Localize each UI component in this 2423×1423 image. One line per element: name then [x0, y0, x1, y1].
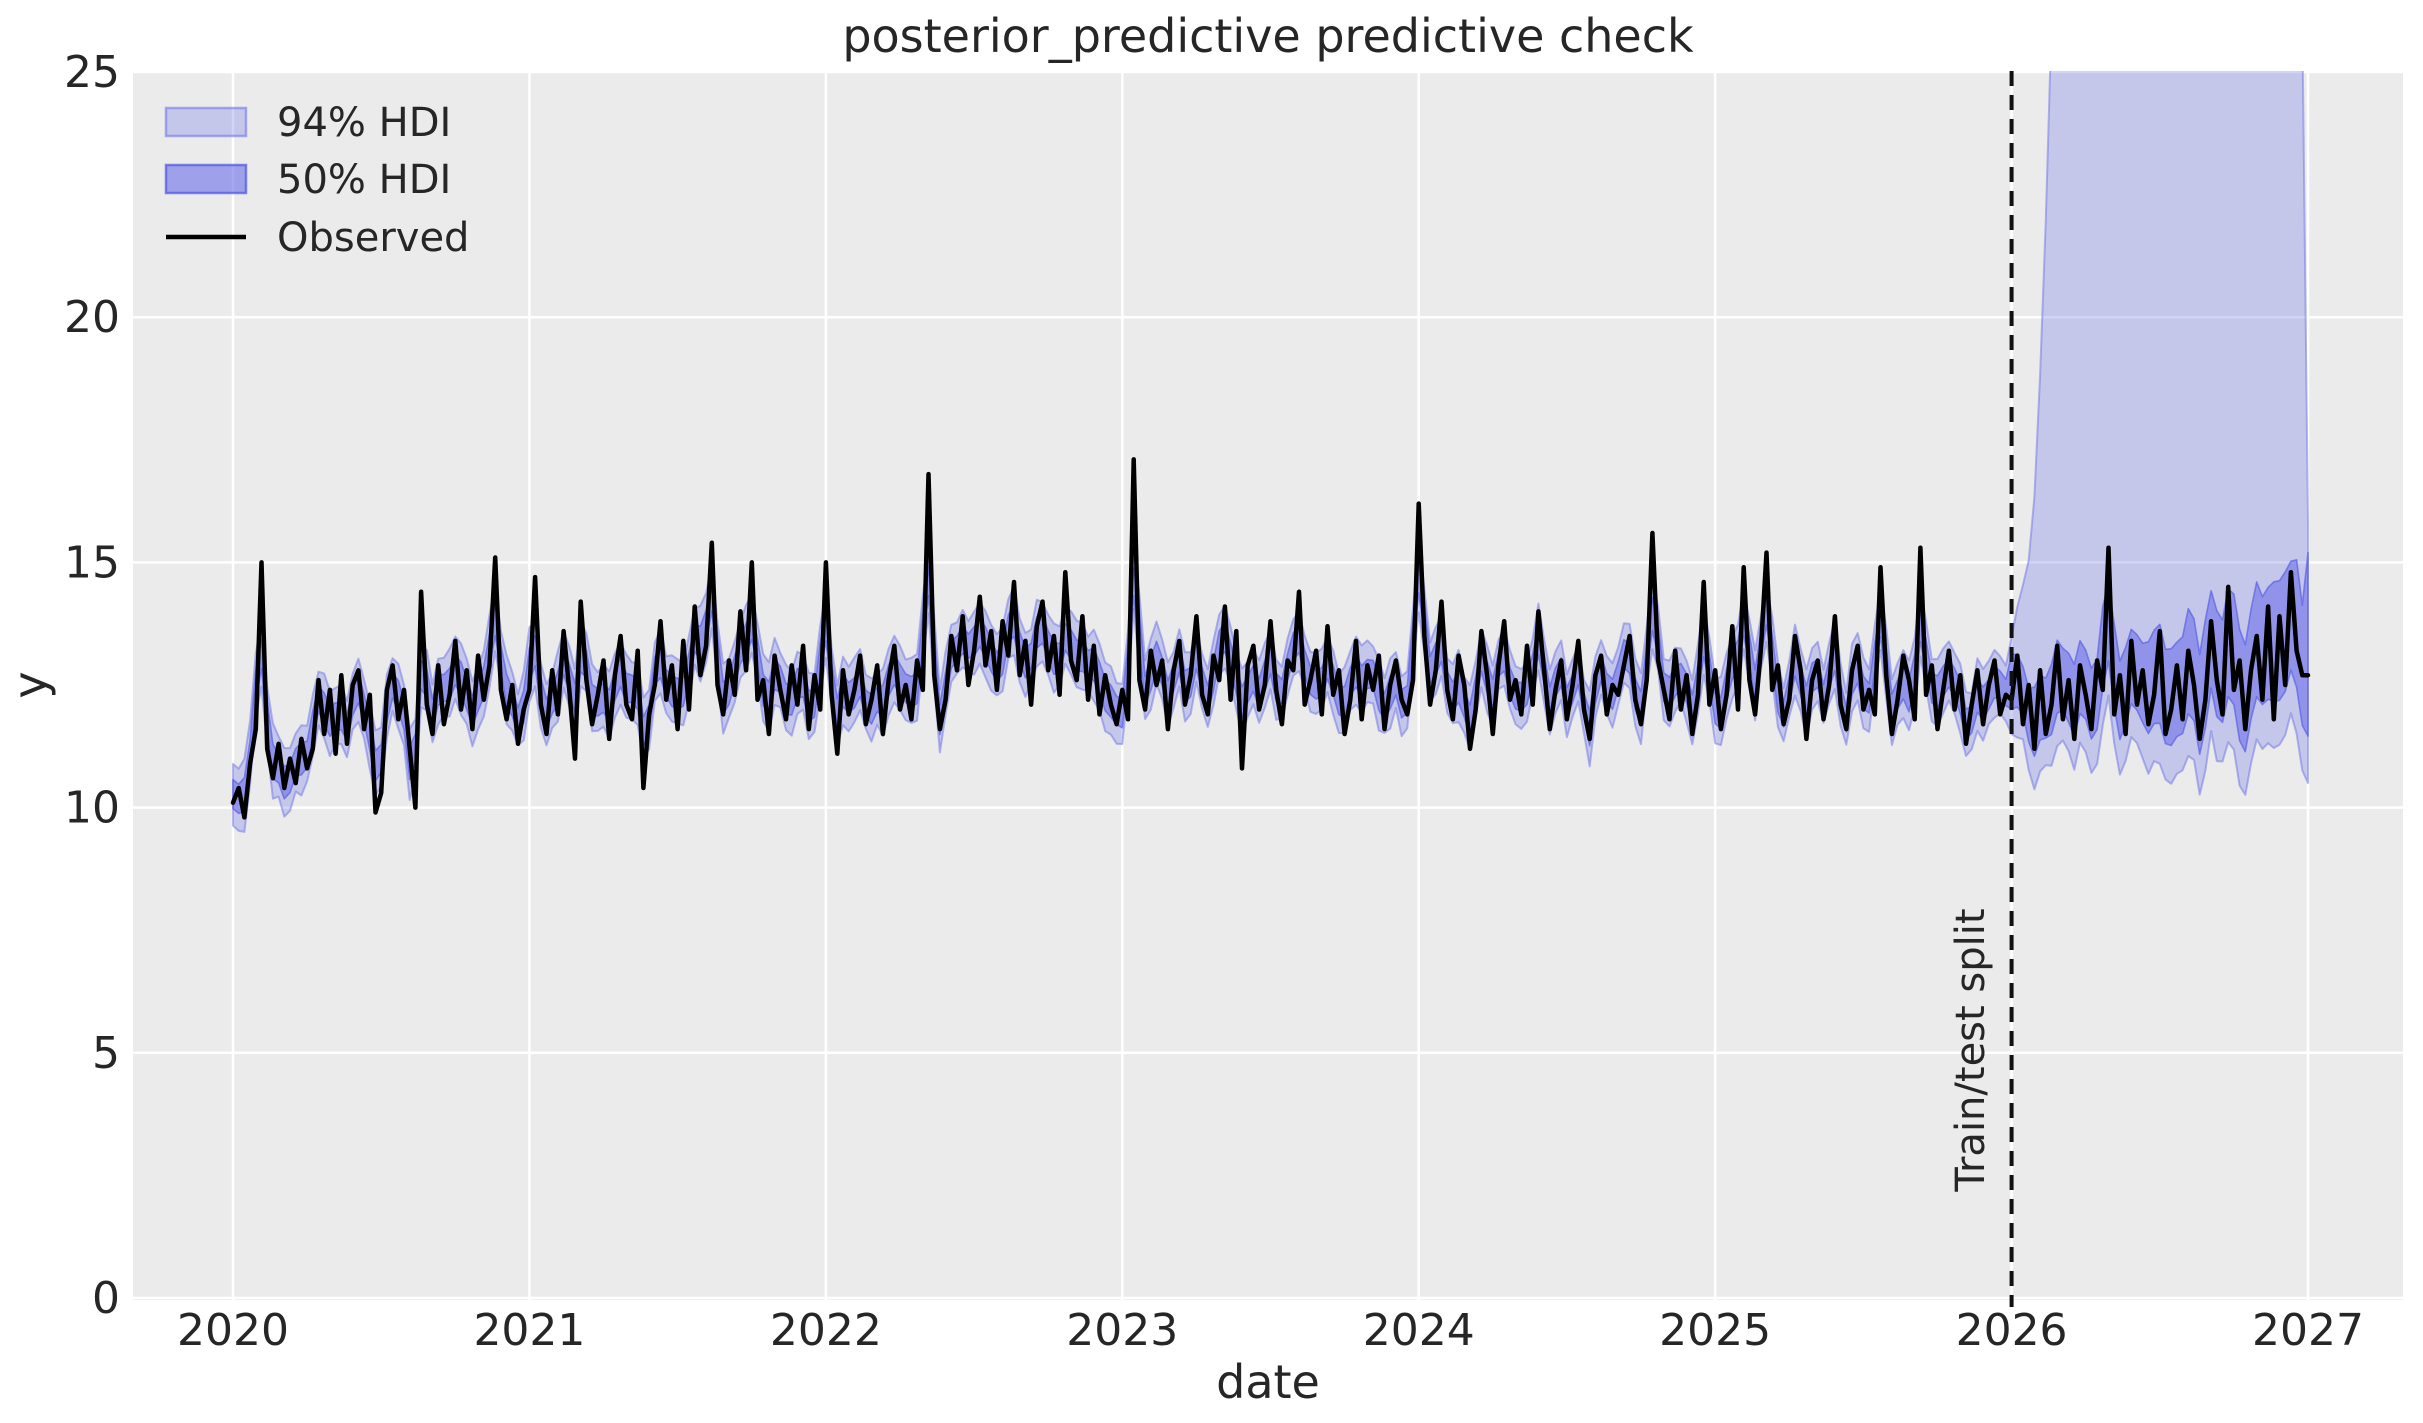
observed-line-layer	[230, 457, 2311, 820]
y-tick-label: 15	[64, 537, 120, 588]
legend-observed-label: Observed	[277, 215, 469, 261]
legend-94-hdi-swatch	[164, 106, 248, 138]
legend-50-hdi-swatch	[164, 163, 248, 195]
y-tick-label: 20	[64, 292, 120, 343]
legend: 94% HDI 50% HDI Observed	[164, 100, 469, 261]
x-tick-label: 2020	[177, 1305, 289, 1356]
chart-title: posterior_predictive predictive check	[842, 9, 1694, 63]
y-tick-label: 10	[64, 783, 120, 834]
x-tick-label: 2027	[2252, 1305, 2364, 1356]
x-tick-label: 2022	[770, 1305, 882, 1356]
observed-line	[230, 457, 2311, 820]
x-tick-label: 2025	[1659, 1305, 1771, 1356]
train-test-split-label: Train/test split	[1948, 908, 1994, 1192]
x-axis-label: date	[1216, 1355, 1320, 1409]
x-tick-label: 2023	[1066, 1305, 1178, 1356]
tick-labels: 2020 2021 2022 2023 2024 2025 2026 202705101520…	[64, 47, 2364, 1356]
legend-94-hdi-label: 94% HDI	[277, 100, 451, 146]
x-tick-label: 2024	[1363, 1305, 1475, 1356]
y-tick-label: 0	[92, 1273, 120, 1324]
x-tick-label: 2021	[473, 1305, 585, 1356]
y-axis-label: y	[3, 671, 57, 698]
x-tick-label: 2026	[1956, 1305, 2068, 1356]
legend-50-hdi-label: 50% HDI	[277, 157, 451, 203]
gridlines	[133, 70, 2403, 1300]
y-tick-label: 5	[92, 1028, 120, 1079]
y-tick-label: 25	[64, 47, 120, 98]
